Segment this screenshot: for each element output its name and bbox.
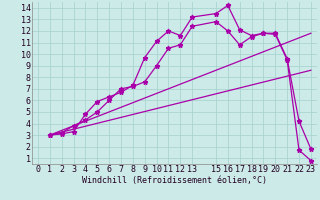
X-axis label: Windchill (Refroidissement éolien,°C): Windchill (Refroidissement éolien,°C) (82, 176, 267, 185)
